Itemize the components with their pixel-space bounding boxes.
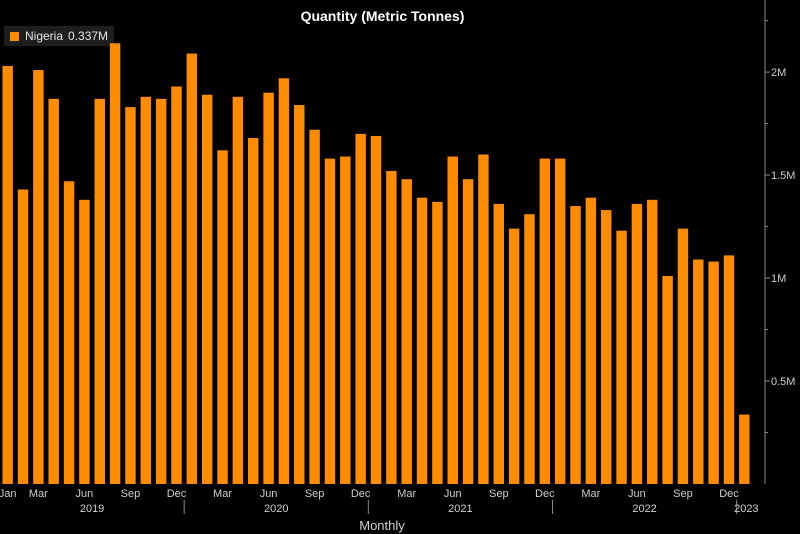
bar [478, 154, 489, 484]
bar [462, 179, 474, 484]
bar [140, 96, 152, 485]
bar [662, 275, 673, 484]
bar [739, 414, 750, 484]
year-label: 2022 [632, 503, 656, 515]
legend-series-name: Nigeria [25, 29, 64, 43]
legend-swatch [10, 31, 19, 41]
bar [693, 259, 704, 484]
x-tick-label: Jun [76, 488, 94, 500]
x-axis-title: Monthly [359, 518, 405, 533]
bar [493, 203, 504, 484]
year-label: 2019 [80, 503, 104, 515]
bar [17, 189, 29, 485]
bar [432, 201, 443, 484]
x-tick-label: Mar [397, 488, 416, 500]
bar [263, 92, 274, 485]
x-tick-label: Sep [673, 488, 693, 500]
bar [401, 179, 412, 484]
bar [125, 107, 136, 484]
bar [723, 255, 735, 484]
bar [294, 105, 305, 484]
x-tick-label: Jun [628, 488, 646, 500]
y-tick-label: 1.5M [771, 170, 795, 182]
bar [232, 96, 244, 485]
bar [524, 214, 535, 484]
bar [217, 150, 228, 484]
x-tick-label: Sep [489, 488, 509, 500]
bar [109, 43, 121, 484]
bar [278, 78, 290, 485]
x-tick-label: Dec [351, 488, 371, 500]
bar [447, 156, 458, 485]
x-tick-label: Sep [121, 488, 141, 500]
bar [248, 137, 259, 484]
y-tick-label: 0.5M [771, 376, 795, 388]
x-tick-label: Dec [719, 488, 739, 500]
bar [647, 199, 658, 484]
bar [585, 197, 597, 484]
bar [340, 156, 351, 485]
bar [33, 70, 44, 484]
bar [201, 94, 213, 485]
bar [677, 228, 689, 484]
y-tick-label: 2M [771, 67, 786, 79]
bar [324, 158, 336, 485]
legend-series-value: 0.337M [68, 29, 109, 43]
bar [63, 181, 75, 484]
year-label: 2021 [448, 503, 472, 515]
bar [539, 158, 551, 485]
bar [48, 98, 59, 485]
bar [186, 53, 198, 484]
bar [554, 158, 566, 485]
bar [386, 170, 397, 484]
bar [155, 98, 167, 485]
x-tick-label: Mar [29, 488, 48, 500]
x-tick-label: Mar [213, 488, 232, 500]
legend: Nigeria 0.337M [4, 26, 115, 46]
bar [570, 205, 581, 484]
bar [631, 203, 643, 484]
bar [2, 65, 13, 485]
x-tick-label: Mar [581, 488, 600, 500]
bar [79, 199, 90, 484]
bar [370, 135, 382, 484]
x-tick-label: Sep [305, 488, 325, 500]
year-label: 2020 [264, 503, 288, 515]
x-tick-label: Dec [167, 488, 187, 500]
bar [708, 261, 719, 484]
y-tick-label: 1M [771, 273, 786, 285]
bar [508, 228, 520, 484]
bar [171, 86, 182, 484]
bar [94, 98, 105, 485]
x-tick-label: Jun [260, 488, 278, 500]
x-tick-label: Dec [535, 488, 555, 500]
year-label: 2023 [734, 503, 758, 515]
bar [355, 133, 366, 484]
x-tick-label: Jun [444, 488, 462, 500]
bar [600, 210, 612, 484]
x-tick-label: Jan [0, 488, 17, 500]
chart-title: Quantity (Metric Tonnes) [300, 8, 465, 24]
bar [309, 129, 320, 485]
bar [416, 197, 428, 484]
bar [616, 230, 627, 484]
